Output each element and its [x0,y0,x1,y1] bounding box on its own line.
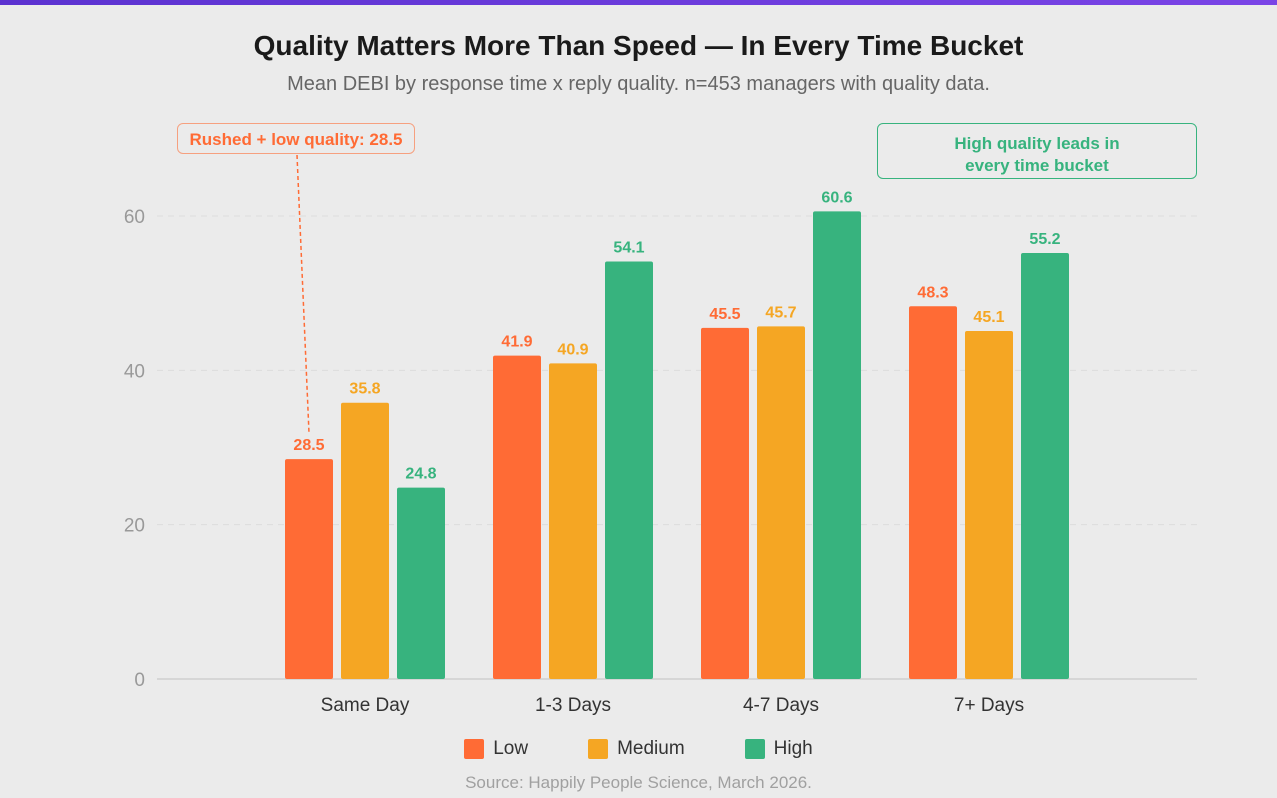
legend-item-high: High [744,738,813,760]
data-label: 48.3 [917,284,948,301]
bar-low [909,306,957,679]
bar-high [605,261,653,679]
bar-medium [965,330,1013,679]
data-label: 35.8 [349,381,380,398]
data-label: 60.6 [821,189,852,206]
data-label: 24.8 [405,466,436,483]
data-label: 55.2 [1029,231,1060,248]
bar-high [813,211,861,679]
y-tick-label: 20 [124,516,145,537]
x-tick-label: 4-7 Days [743,695,819,716]
top-accent-bar [0,0,1277,5]
legend-swatch-low [464,739,485,759]
chart-subtitle: Mean DEBI by response time x reply quali… [287,73,990,95]
annotation-rushed-low: Rushed + low quality: 28.5 [177,123,415,154]
legend-item-medium: Medium [588,738,685,760]
legend-item-low: Low [464,738,528,760]
bar-medium [757,326,805,679]
legend-label: Medium [617,738,685,759]
x-tick-label: Same Day [321,695,410,716]
data-label: 40.9 [557,341,588,358]
bar-medium [549,363,597,679]
legend-label: Low [493,738,529,759]
bar-medium [341,402,389,679]
annotation-leader-line [296,154,310,434]
data-label: 28.5 [293,437,324,454]
source-note: Source: Happily People Science, March 20… [465,773,812,792]
data-label: 54.1 [613,240,644,257]
y-tick-label: 60 [124,207,145,228]
legend-swatch-medium [588,739,609,759]
chart-title: Quality Matters More Than Speed — In Eve… [253,30,1024,61]
y-tick-label: 0 [134,670,145,691]
x-tick-label: 7+ Days [954,695,1024,716]
bar-high [397,487,445,679]
data-label: 45.7 [765,304,796,321]
bar-low [701,327,749,679]
legend-label: High [773,738,813,759]
bar-low [285,459,333,679]
data-label: 45.1 [973,309,1004,326]
data-label: 41.9 [501,334,532,351]
legend-swatch-high [744,739,765,759]
y-tick-label: 40 [124,361,145,382]
data-label: 45.5 [709,306,740,323]
annotation-high-quality: High quality leads in every time bucket [877,123,1197,179]
legend: Low Medium High [0,738,1277,760]
bar-low [493,355,541,679]
bar-high [1021,253,1069,680]
x-tick-label: 1-3 Days [535,695,611,716]
